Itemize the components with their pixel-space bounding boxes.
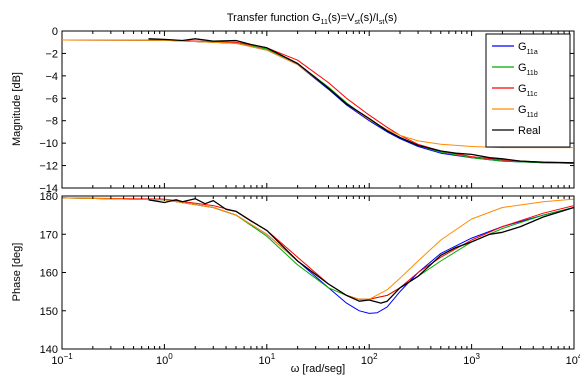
x-tick-label: 10−1	[51, 352, 73, 367]
phase-series-real	[148, 198, 574, 304]
x-tick-label: 102	[361, 352, 378, 367]
magnitude-ytick-label: 0	[52, 26, 58, 38]
phase-axes-box	[61, 195, 575, 350]
phase-ytick-label: 170	[40, 229, 58, 241]
phase-series-g11d	[62, 197, 574, 300]
phase-series-g11c	[62, 197, 574, 300]
magnitude-axes-box	[61, 30, 575, 189]
magnitude-ytick-label: −2	[45, 48, 58, 60]
x-tick-label: 101	[258, 352, 275, 367]
magnitude-ytick-label: −8	[45, 116, 58, 128]
phase-series-g11b	[62, 197, 574, 300]
x-tick-label: 104	[566, 352, 580, 367]
magnitude-ytick-label: −12	[39, 161, 58, 173]
phase-panel: Phase [deg] 140 150 160 170 180 10−1 100 101 10…	[11, 191, 580, 375]
legend-box	[485, 33, 571, 148]
x-tick-label: 103	[463, 352, 480, 367]
phase-ytick-label: 160	[40, 268, 58, 280]
legend-label-g11a: G11a	[518, 41, 538, 56]
phase-series-g11a	[62, 197, 574, 314]
legend-label-g11c: G11c	[518, 83, 538, 98]
magnitude-ytick-label: −14	[39, 183, 58, 195]
phase-ytick-label: 150	[40, 306, 58, 318]
legend-label-g11d: G11d	[518, 104, 538, 119]
phase-ytick-label: 180	[40, 191, 58, 203]
magnitude-ytick-label: −10	[39, 138, 58, 150]
phase-y-axis-label: Phase [deg]	[11, 243, 23, 302]
legend: G11a G11b G11c G11d Real	[485, 33, 571, 148]
magnitude-ytick-label: −6	[45, 93, 58, 105]
x-axis-label: ω [rad/seg]	[291, 363, 345, 375]
magnitude-y-axis-label: Magnitude [dB]	[11, 72, 23, 146]
phase-ytick-label: 140	[40, 344, 58, 356]
legend-label-g11b: G11b	[518, 62, 538, 77]
x-tick-label: 100	[156, 352, 173, 367]
legend-label-real: Real	[518, 125, 541, 137]
chart-title: Transfer function G11(s)=Vst(s)/Ist(s)	[227, 12, 397, 26]
magnitude-ytick-label: −4	[45, 71, 58, 83]
magnitude-series-real	[148, 38, 574, 164]
